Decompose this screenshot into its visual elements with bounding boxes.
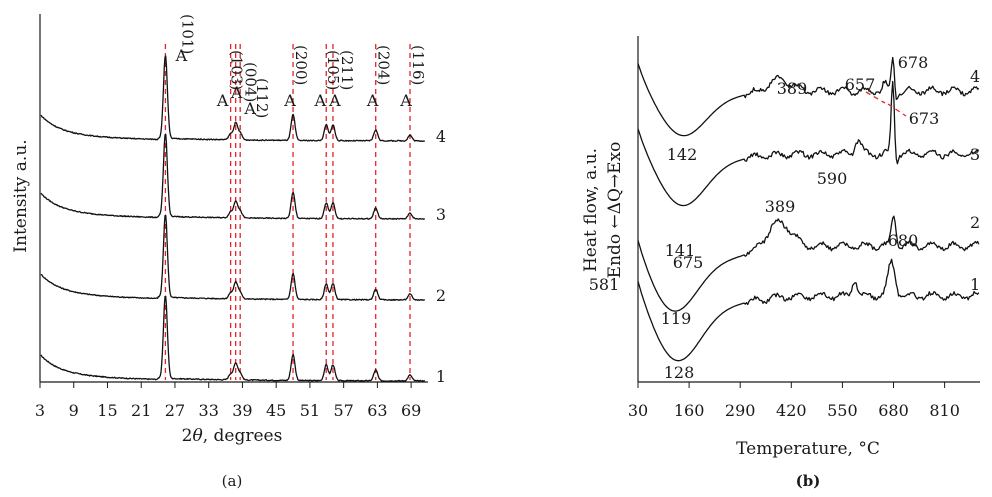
dsc-x-ticks: 30 160 290 420 550 680 810 [628,382,960,420]
xrd-x-tick-label: 45 [266,401,286,420]
xrd-series-label-1: 1 [436,367,446,386]
xrd-hkl-label: (211) [338,50,356,90]
dsc-peak-label: 678 [898,53,929,72]
xrd-hkl-label: (112) [253,78,271,118]
dsc-peak-label: 389 [765,197,796,216]
xrd-anatase-marker: A [399,91,412,110]
dsc-trace-1 [637,258,980,362]
dsc-peak-label: 142 [667,145,698,164]
xrd-anatase-marker: A [243,99,256,118]
dsc-peak-label: 675 [673,253,704,272]
xrd-trace-4 [40,55,426,142]
dsc-y-axis-label-line2: Endo ←ΔQ→Exo [605,142,625,279]
xrd-anatase-marker: A [313,91,326,110]
xrd-y-axis-label: Intensity a.u. [11,139,31,252]
dsc-peak-label: 590 [817,169,848,188]
dsc-peak-label: 141 [665,241,696,260]
xrd-trace-2 [40,214,426,301]
dsc-x-tick-label: 680 [878,401,909,420]
dsc-panel: 1 2 3 4 128 581 675 119 389 680 141 590 142 389 657 678… [581,36,980,490]
xrd-anatase-marker: A [328,91,341,110]
dsc-x-axis-label: Temperature, °C [736,439,880,459]
dsc-x-tick-label: 810 [929,401,960,420]
dsc-x-tick-label: 290 [725,401,756,420]
dsc-trace-2 [637,215,980,312]
dsc-peak-label: 581 [589,275,620,294]
dsc-peak-label: 673 [909,109,940,128]
xrd-x-tick-label: 51 [300,401,320,420]
xrd-anatase-marker: A [366,91,379,110]
xrd-hkl-label: (101) [178,14,196,54]
xrd-hkl-label: (204) [375,45,393,85]
dsc-trace-3 [637,80,980,207]
xrd-x-axis-label: 2θ, degrees [182,426,283,446]
xrd-series-label-4: 4 [436,127,446,146]
xrd-series-label-2: 2 [436,286,446,305]
xrd-x-tick-label: 57 [333,401,353,420]
xrd-series-label-3: 3 [436,205,446,224]
xrd-x-axis-label-suffix: , degrees [203,426,283,446]
xrd-x-tick-label: 27 [165,401,185,420]
xrd-x-tick-label: 33 [199,401,219,420]
xrd-traces: 1 2 3 4 [40,55,446,386]
dsc-series-label-4: 4 [970,67,980,86]
dsc-traces [637,56,980,362]
xrd-x-ticks: 3 9 15 21 27 33 39 45 51 57 63 69 [35,382,421,420]
xrd-x-tick-label: 15 [97,401,117,420]
xrd-trace-3 [40,133,426,220]
panel-label-a: (a) [222,472,243,490]
xrd-x-tick-label: 9 [69,401,79,420]
xrd-reference-lines [164,44,411,380]
xrd-anatase-marker: A [216,91,229,110]
dsc-peak-label: 389 [777,79,808,98]
xrd-x-tick-label: 3 [35,401,45,420]
xrd-hkl-label: (103) [228,50,246,90]
dsc-x-tick-label: 160 [674,401,705,420]
dsc-annotations: 1 2 3 4 128 581 675 119 389 680 141 590 142 389 657 678… [589,53,980,382]
xrd-hkl-label: (116) [409,45,427,85]
dsc-peak-label: 657 [845,75,876,94]
xrd-annotations: (101)A (103)A (004)A (112)A(200)A(105)A(211… [175,14,427,118]
dsc-x-tick-label: 550 [827,401,858,420]
dsc-trace-4 [637,56,980,137]
dsc-peak-label: 680 [888,231,919,250]
xrd-x-tick-label: 69 [401,401,421,420]
dsc-series-label-1: 1 [970,275,980,294]
xrd-anatase-marker: A [230,83,243,102]
dsc-series-label-3: 3 [970,145,980,164]
dsc-x-tick-label: 420 [776,401,807,420]
xrd-x-tick-label: 21 [131,401,151,420]
xrd-x-axis-label-theta: θ [192,426,202,446]
xrd-x-axis-label-prefix: 2 [182,426,193,446]
xrd-trace-1 [40,295,426,383]
xrd-hkl-label: (200) [292,45,310,85]
dsc-y-axis-label-line1: Heat flow, a.u. [581,148,601,272]
dsc-series-label-2: 2 [970,213,980,232]
xrd-hkl-label: (105) [324,50,342,90]
xrd-hkl-label: (004) [242,62,260,102]
dsc-leader-673 [887,103,907,117]
dsc-peak-label: 128 [664,363,695,382]
xrd-anatase-marker: A [175,46,188,65]
xrd-anatase-marker: A [283,91,296,110]
dsc-x-tick-label: 30 [628,401,648,420]
xrd-x-tick-label: 63 [367,401,387,420]
panel-label-b: (b) [796,472,821,490]
dsc-leader-657 [865,91,886,104]
dsc-peak-label: 119 [661,309,692,328]
xrd-x-tick-label: 39 [232,401,252,420]
